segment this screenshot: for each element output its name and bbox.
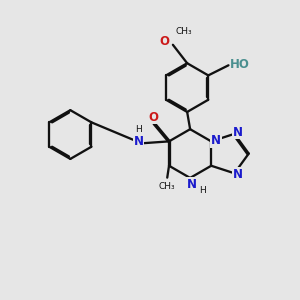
Text: N: N [187,178,196,191]
Text: H: H [199,186,206,195]
Text: O: O [160,35,170,48]
Text: CH₃: CH₃ [176,28,193,37]
Text: N: N [232,168,242,181]
Text: N: N [134,136,143,148]
Text: O: O [148,110,159,124]
Text: H: H [135,125,142,134]
Text: CH₃: CH₃ [159,182,175,191]
Text: N: N [211,134,221,147]
Text: HO: HO [230,58,250,71]
Text: N: N [233,126,243,139]
